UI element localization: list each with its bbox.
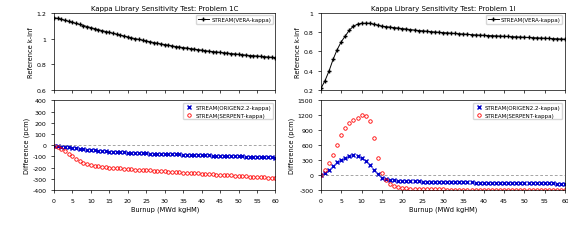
STREAM(VERA-kappa) — [95, 29, 102, 32]
X-axis label: Burnup (MWd kgHM): Burnup (MWd kgHM) — [131, 205, 199, 212]
STREAM(ORIGEN2.2-kappa) — [452, 181, 459, 184]
STREAM(SERPENT-kappa) — [243, 175, 249, 178]
STREAM(SERPENT-kappa) — [468, 189, 475, 191]
STREAM(SERPENT-kappa) — [537, 189, 544, 192]
STREAM(SERPENT-kappa) — [128, 168, 135, 171]
STREAM(ORIGEN2.2-kappa) — [169, 153, 176, 156]
STREAM(VERA-kappa) — [407, 29, 414, 32]
STREAM(ORIGEN2.2-kappa) — [183, 154, 190, 156]
STREAM(VERA-kappa) — [51, 17, 57, 20]
STREAM(VERA-kappa) — [533, 37, 540, 40]
Title: Kappa Library Sensitivity Test: Problem 1C: Kappa Library Sensitivity Test: Problem … — [91, 6, 239, 12]
STREAM(SERPENT-kappa) — [358, 115, 365, 117]
Y-axis label: Reference k-inf: Reference k-inf — [295, 27, 300, 77]
STREAM(ORIGEN2.2-kappa) — [243, 155, 249, 158]
STREAM(VERA-kappa) — [452, 33, 459, 36]
STREAM(ORIGEN2.2-kappa) — [562, 182, 568, 185]
Legend: STREAM(ORIGEN2.2-kappa), STREAM(SERPENT-kappa): STREAM(ORIGEN2.2-kappa), STREAM(SERPENT-… — [183, 104, 273, 120]
STREAM(ORIGEN2.2-kappa) — [102, 150, 109, 153]
STREAM(VERA-kappa) — [128, 37, 135, 40]
STREAM(VERA-kappa) — [272, 57, 279, 60]
STREAM(ORIGEN2.2-kappa) — [95, 150, 102, 153]
STREAM(VERA-kappa) — [102, 31, 109, 34]
STREAM(SERPENT-kappa) — [95, 165, 102, 168]
STREAM(ORIGEN2.2-kappa) — [350, 154, 357, 157]
STREAM(ORIGEN2.2-kappa) — [318, 174, 324, 176]
Legend: STREAM(ORIGEN2.2-kappa), STREAM(SERPENT-kappa): STREAM(ORIGEN2.2-kappa), STREAM(SERPENT-… — [473, 104, 562, 120]
STREAM(SERPENT-kappa) — [102, 166, 109, 169]
Legend: STREAM(VERA-kappa): STREAM(VERA-kappa) — [196, 16, 273, 25]
STREAM(SERPENT-kappa) — [272, 177, 279, 180]
STREAM(VERA-kappa) — [169, 45, 176, 48]
STREAM(ORIGEN2.2-kappa) — [533, 182, 540, 185]
STREAM(SERPENT-kappa) — [370, 137, 377, 139]
STREAM(VERA-kappa) — [562, 39, 568, 41]
X-axis label: Burnup (MWd kgHM): Burnup (MWd kgHM) — [409, 205, 477, 212]
STREAM(ORIGEN2.2-kappa) — [370, 169, 377, 172]
STREAM(ORIGEN2.2-kappa) — [272, 156, 279, 159]
STREAM(SERPENT-kappa) — [407, 187, 414, 190]
STREAM(SERPENT-kappa) — [378, 171, 385, 174]
Line: STREAM(ORIGEN2.2-kappa): STREAM(ORIGEN2.2-kappa) — [319, 154, 567, 186]
Y-axis label: Difference (pcm): Difference (pcm) — [289, 117, 295, 173]
STREAM(SERPENT-kappa) — [183, 172, 190, 174]
STREAM(VERA-kappa) — [318, 88, 324, 90]
STREAM(ORIGEN2.2-kappa) — [407, 180, 414, 183]
STREAM(VERA-kappa) — [358, 23, 365, 25]
Y-axis label: Reference k-inf: Reference k-inf — [28, 27, 34, 77]
STREAM(SERPENT-kappa) — [452, 189, 459, 191]
STREAM(SERPENT-kappa) — [169, 171, 176, 173]
STREAM(VERA-kappa) — [243, 54, 249, 57]
STREAM(ORIGEN2.2-kappa) — [468, 181, 475, 184]
STREAM(SERPENT-kappa) — [51, 145, 57, 148]
Title: Kappa Library Sensitivity Test: Problem 1I: Kappa Library Sensitivity Test: Problem … — [371, 6, 515, 12]
Line: STREAM(SERPENT-kappa): STREAM(SERPENT-kappa) — [319, 114, 567, 192]
Line: STREAM(SERPENT-kappa): STREAM(SERPENT-kappa) — [52, 145, 277, 180]
STREAM(VERA-kappa) — [468, 34, 475, 37]
STREAM(ORIGEN2.2-kappa) — [128, 152, 135, 155]
STREAM(ORIGEN2.2-kappa) — [378, 176, 385, 179]
STREAM(VERA-kappa) — [183, 47, 190, 50]
Line: STREAM(ORIGEN2.2-kappa): STREAM(ORIGEN2.2-kappa) — [52, 144, 277, 160]
Line: STREAM(VERA-kappa): STREAM(VERA-kappa) — [319, 22, 567, 91]
Legend: STREAM(VERA-kappa): STREAM(VERA-kappa) — [486, 16, 562, 25]
Line: STREAM(VERA-kappa): STREAM(VERA-kappa) — [52, 17, 277, 60]
STREAM(ORIGEN2.2-kappa) — [51, 145, 57, 147]
Y-axis label: Difference (pcm): Difference (pcm) — [23, 117, 30, 173]
STREAM(SERPENT-kappa) — [318, 173, 324, 176]
STREAM(SERPENT-kappa) — [562, 189, 568, 192]
STREAM(SERPENT-kappa) — [492, 189, 499, 192]
STREAM(VERA-kappa) — [370, 24, 377, 27]
STREAM(VERA-kappa) — [378, 26, 385, 28]
